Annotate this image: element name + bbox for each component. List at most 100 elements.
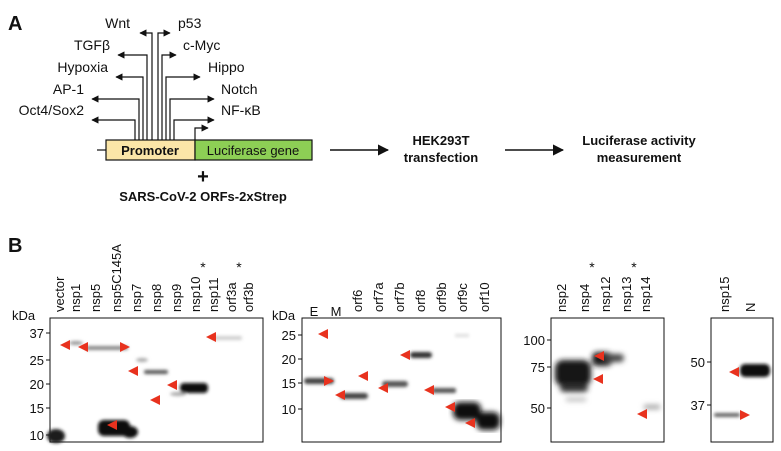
band-arrowhead bbox=[729, 367, 739, 377]
star-marker: * bbox=[200, 259, 206, 275]
mw-tick: 100 bbox=[523, 333, 545, 348]
lane-label: nsp5C145A bbox=[109, 244, 124, 312]
band-arrowhead bbox=[78, 342, 88, 352]
lane-label: orf3b bbox=[241, 282, 256, 312]
luciferase-gene-label: Luciferase gene bbox=[207, 143, 300, 158]
mw-tick: 75 bbox=[531, 360, 545, 375]
kda-label: kDa bbox=[12, 308, 36, 323]
blot-frame bbox=[301, 317, 502, 443]
lane-label: nsp9 bbox=[169, 284, 184, 312]
lane-label: E bbox=[310, 304, 319, 319]
star-marker: * bbox=[589, 259, 595, 275]
band-arrowhead bbox=[593, 374, 603, 384]
bands bbox=[304, 334, 469, 399]
star-marker: * bbox=[631, 259, 637, 275]
luciferase-gene-box bbox=[194, 139, 313, 161]
bands bbox=[714, 364, 770, 417]
lane-label: nsp11 bbox=[206, 278, 221, 312]
pathway-label: c-Myc bbox=[183, 37, 220, 53]
blot-1: kDa 37 25 20 15 10 vector nsp1 nsp5 nsp5… bbox=[12, 244, 264, 443]
transcription-start-arrow bbox=[194, 124, 209, 140]
band-arrowhead bbox=[120, 342, 130, 352]
band-arrowhead bbox=[378, 383, 388, 393]
lane-label: orf9c bbox=[455, 283, 470, 312]
lane-label: vector bbox=[52, 276, 67, 312]
blot-frame bbox=[710, 317, 774, 443]
promoter-label: Promoter bbox=[121, 143, 179, 158]
lane-label: orf8 bbox=[413, 290, 428, 312]
pathway-label: Hypoxia bbox=[57, 59, 108, 75]
lane-label: nsp2 bbox=[554, 284, 569, 312]
band-arrowhead bbox=[206, 332, 216, 342]
step1-line2: transfection bbox=[404, 150, 478, 165]
step2-line1: Luciferase activity bbox=[582, 133, 696, 148]
blot-4: 50 37 nsp15 N bbox=[691, 277, 774, 443]
band-arrowhead bbox=[128, 366, 138, 376]
mw-tick: 15 bbox=[282, 376, 296, 391]
mw-tick: 25 bbox=[30, 353, 44, 368]
lane-label: M bbox=[331, 304, 342, 319]
lane-label: orf6 bbox=[350, 290, 365, 312]
band-arrowhead bbox=[324, 376, 334, 386]
mw-tick: 15 bbox=[30, 401, 44, 416]
lane-label: orf3a bbox=[224, 282, 239, 312]
lane-label: orf7a bbox=[371, 282, 386, 312]
pathways-left: Wnt TGFβ Hypoxia AP-1 Oct4/Sox2 bbox=[19, 15, 130, 118]
orfs-label: SARS-CoV-2 ORFs-2xStrep bbox=[119, 189, 287, 204]
red-arrowheads bbox=[318, 329, 475, 428]
red-arrowheads bbox=[60, 332, 216, 430]
lane-label: N bbox=[743, 303, 758, 312]
band-arrowhead bbox=[167, 380, 177, 390]
pathway-label: TGFβ bbox=[74, 37, 110, 53]
pathway-label: p53 bbox=[178, 15, 202, 31]
panel-b-letter: B bbox=[8, 235, 22, 257]
band-arrowhead bbox=[318, 329, 328, 339]
mw-tick: 20 bbox=[30, 377, 44, 392]
band-arrowhead bbox=[445, 402, 455, 412]
pathway-arrows-right bbox=[157, 29, 215, 140]
band-arrowhead bbox=[594, 351, 604, 361]
bands-heavy bbox=[453, 402, 500, 430]
lane-label: orf10 bbox=[477, 282, 492, 312]
lane-label: nsp12 bbox=[598, 277, 613, 312]
lane-label: nsp4 bbox=[577, 284, 592, 312]
band-arrowhead bbox=[637, 409, 647, 419]
mw-tick: 20 bbox=[282, 352, 296, 367]
mw-tick: 50 bbox=[531, 401, 545, 416]
lane-label: orf7b bbox=[392, 282, 407, 312]
band-arrowhead bbox=[358, 371, 368, 381]
step1-line1: HEK293T bbox=[412, 133, 469, 148]
pathway-label: AP-1 bbox=[53, 81, 84, 97]
mw-tick: 25 bbox=[282, 328, 296, 343]
bands bbox=[47, 336, 242, 443]
mw-tick: 37 bbox=[30, 326, 44, 341]
mw-tick: 37 bbox=[691, 398, 705, 413]
lane-label: nsp1 bbox=[68, 284, 83, 312]
pathways-right: p53 c-Myc Hippo Notch NF-κB bbox=[178, 15, 261, 118]
plus-sign: + bbox=[197, 166, 209, 188]
pathway-label: Oct4/Sox2 bbox=[19, 102, 85, 118]
band-arrowhead bbox=[465, 418, 475, 428]
red-arrowheads bbox=[593, 351, 647, 419]
lane-label: nsp13 bbox=[619, 277, 634, 312]
lane-label: nsp5 bbox=[88, 284, 103, 312]
red-arrowheads bbox=[729, 367, 750, 420]
band-arrowhead bbox=[60, 340, 70, 350]
lane-label: nsp14 bbox=[638, 277, 653, 312]
pathway-arrows-left bbox=[91, 29, 153, 140]
panel-a-letter: A bbox=[8, 13, 22, 35]
band-arrowhead bbox=[107, 420, 117, 430]
lane-label: nsp15 bbox=[717, 277, 732, 312]
star-marker: * bbox=[236, 259, 242, 275]
mw-tick: 50 bbox=[691, 355, 705, 370]
pathway-label: Hippo bbox=[208, 59, 245, 75]
band-arrowhead bbox=[150, 395, 160, 405]
pathway-label: Wnt bbox=[105, 15, 130, 31]
pathway-label: NF-κB bbox=[221, 102, 261, 118]
mw-tick: 10 bbox=[30, 428, 44, 443]
band-arrowhead bbox=[424, 385, 434, 395]
band-arrowhead bbox=[400, 350, 410, 360]
step2-line2: measurement bbox=[597, 150, 682, 165]
mw-tick: 10 bbox=[282, 402, 296, 417]
